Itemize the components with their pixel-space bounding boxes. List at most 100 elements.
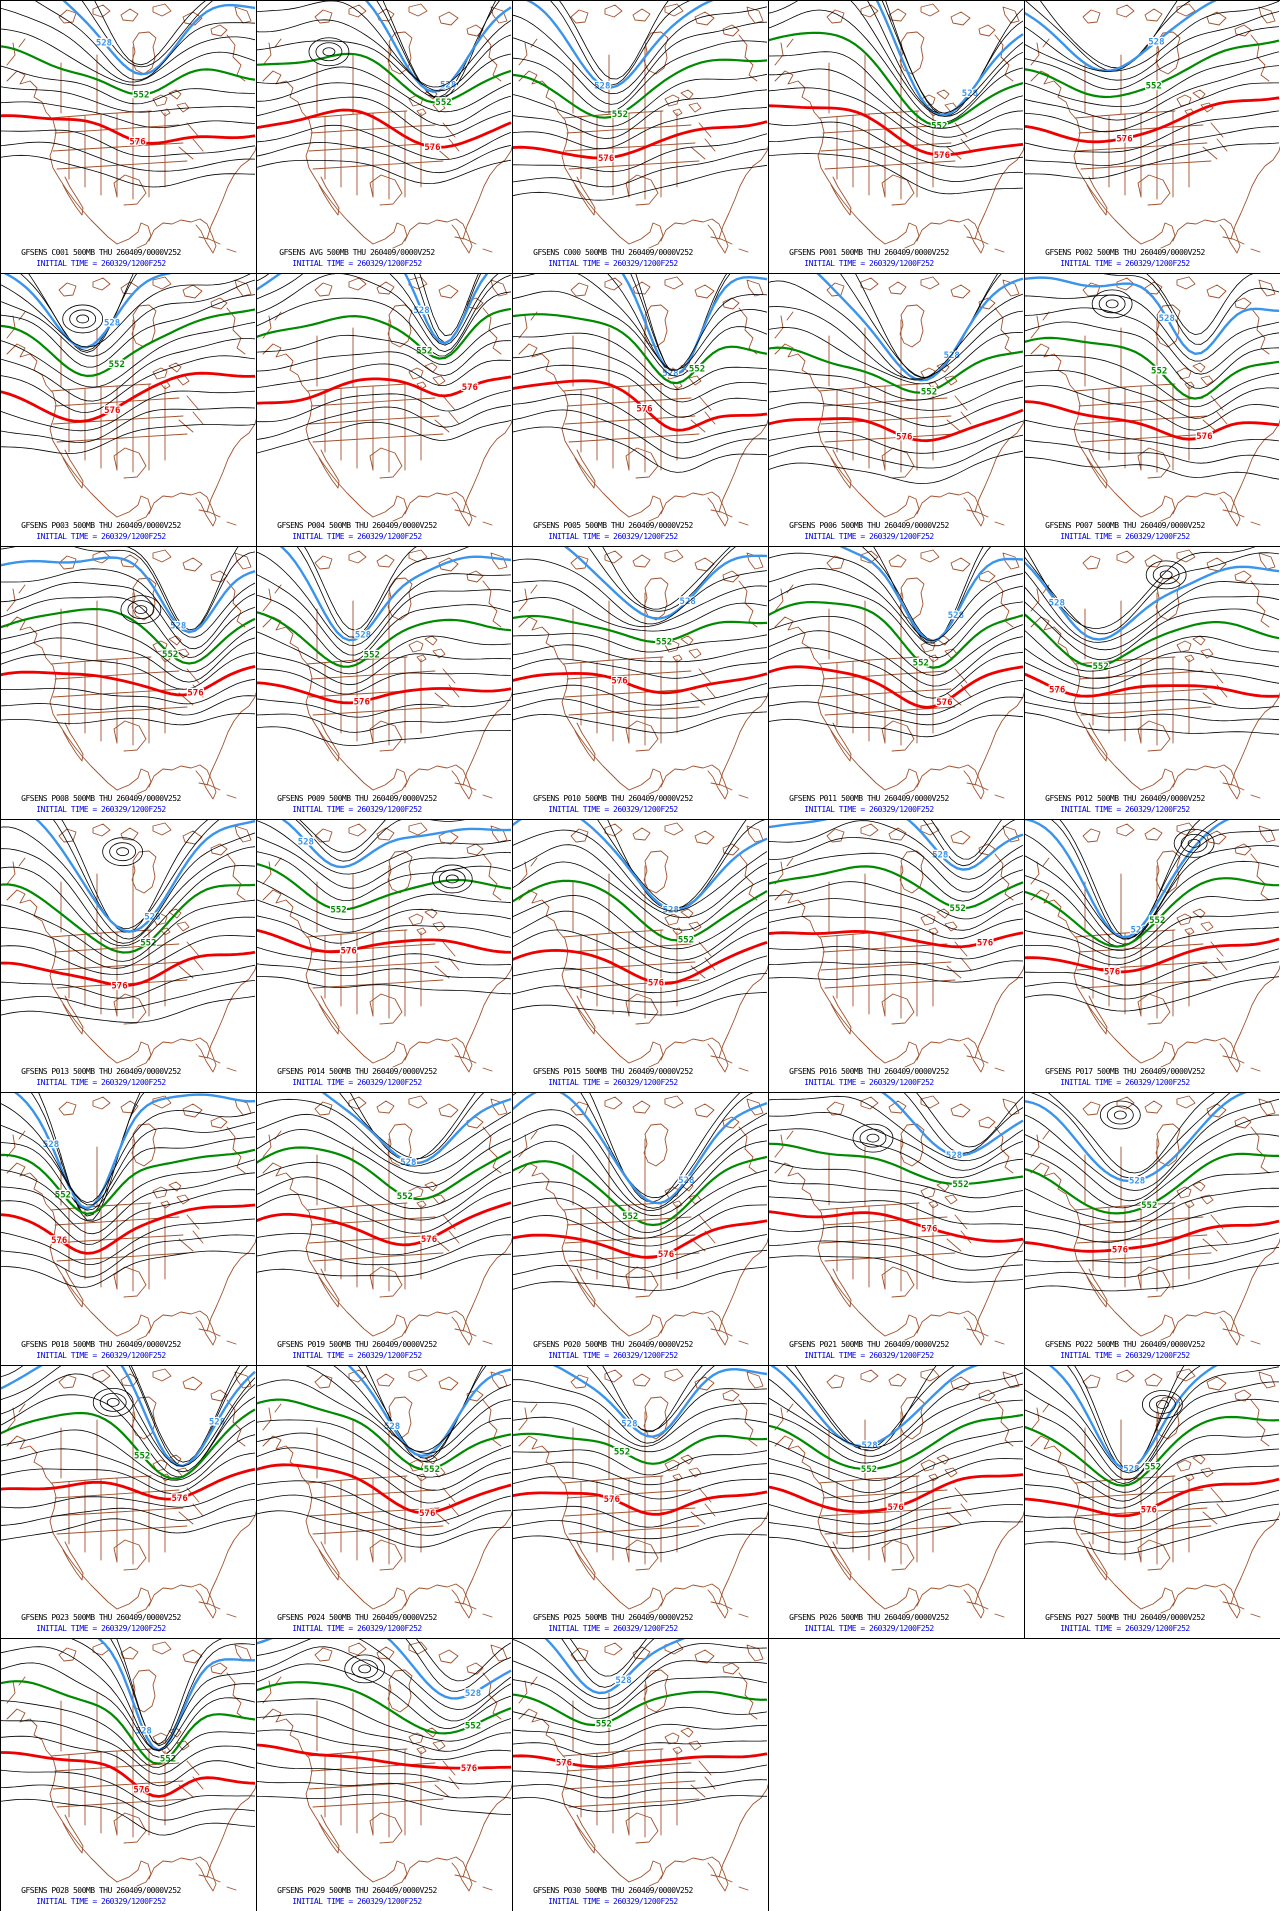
height-contour-line <box>1 713 256 726</box>
height-contour-line <box>769 974 1023 983</box>
red-contour-label: 576 <box>51 1236 67 1246</box>
height-contour-line <box>769 915 1024 940</box>
blue-contour-line <box>769 820 1024 871</box>
height-contour-line <box>1025 1232 1280 1264</box>
height-contour-line <box>769 960 1024 972</box>
height-contour-line <box>513 89 768 139</box>
panel-caption: GFSENS P007 500MB THU 260409/0000V252 <box>1045 521 1205 530</box>
green-contour-line <box>1025 613 1280 668</box>
height-contour-line <box>769 136 1024 183</box>
panel-initial-time: INITIAL TIME = 260329/1200F252 <box>292 531 422 541</box>
height-contour-line <box>602 547 731 610</box>
panel-caption-block: GFSENS P023 500MB THU 260409/0000V252 IN… <box>3 1613 199 1634</box>
panel-caption-block: GFSENS P027 500MB THU 260409/0000V252 IN… <box>1027 1613 1223 1634</box>
height-contour-line <box>513 426 768 473</box>
blue-contour-line <box>770 1366 979 1448</box>
contour-map: 528 552 576 <box>1 274 256 527</box>
height-contour-line <box>1025 1366 1280 1474</box>
panel-initial-time: INITIAL TIME = 260329/1200F252 <box>292 1896 422 1906</box>
green-contour-line <box>513 1432 768 1465</box>
panel-caption-block: GFSENS P015 500MB THU 260409/0000V252 IN… <box>515 1067 711 1088</box>
panel-caption: GFSENS P010 500MB THU 260409/0000V252 <box>533 794 693 803</box>
red-contour-label: 576 <box>129 137 145 147</box>
green-contour-label: 552 <box>622 1212 638 1222</box>
blue-contour-line <box>816 274 1024 382</box>
height-contour-line <box>513 973 768 1003</box>
height-contour-line <box>1 582 256 650</box>
height-contour-line <box>1 28 256 86</box>
panel-caption: GFSENS P008 500MB THU 260409/0000V252 <box>21 794 181 803</box>
height-contour-line <box>257 359 512 389</box>
height-contour-line <box>1 865 256 947</box>
height-contour-line <box>769 327 1024 385</box>
height-contour-line <box>257 1216 512 1256</box>
forecast-panel-avg: 528 552 576 GFSENS AVG 500MB THU 260409/00… <box>257 1 513 274</box>
closed-low-contour <box>344 1654 386 1684</box>
height-contour-line <box>1025 1465 1280 1509</box>
height-contour-line <box>257 340 512 376</box>
height-contour-line <box>1 1434 256 1487</box>
blue-contour-line <box>35 820 256 933</box>
red-contour-label: 576 <box>658 1250 674 1260</box>
panel-initial-time: INITIAL TIME = 260329/1200F252 <box>804 258 934 268</box>
height-contour-line <box>1 1700 256 1768</box>
height-contour-line <box>257 124 512 161</box>
height-contour-line <box>1 964 256 999</box>
green-contour-line <box>513 879 768 942</box>
forecast-panel-p022: 528 552 576 GFSENS P022 500MB THU 260409/0… <box>1025 1093 1280 1366</box>
green-contour-label: 552 <box>1093 662 1109 672</box>
closed-low-contour <box>1113 1110 1127 1120</box>
height-contour-line <box>513 1676 768 1720</box>
green-contour-line <box>1025 1152 1279 1215</box>
green-contour-label: 552 <box>1149 916 1165 926</box>
height-contour-line <box>607 274 768 371</box>
contour-map: 528 552 576 <box>1025 274 1280 527</box>
closed-low-contour <box>99 1392 127 1412</box>
height-contour-line <box>589 1093 741 1203</box>
red-contour-label: 576 <box>1104 968 1120 978</box>
height-contour-line <box>513 991 768 1016</box>
height-contour-line <box>794 1366 937 1452</box>
closed-low-contour <box>358 1664 372 1674</box>
height-contour-line <box>769 881 1024 920</box>
height-contour-line <box>416 1639 512 1682</box>
blue-contour-label: 528 <box>170 622 186 632</box>
green-contour-label: 552 <box>465 1721 481 1731</box>
green-contour-line <box>513 58 768 119</box>
blue-contour-line <box>621 274 768 376</box>
contour-map: 528 552 576 <box>1 1093 256 1346</box>
forecast-panel-p024: 528 552 576 GFSENS P024 500MB THU 260409/0… <box>257 1366 513 1639</box>
height-contour-line <box>513 1517 768 1540</box>
forecast-panel-c001: 528 552 576 GFSENS C001 500MB THU 260409/0… <box>1 1 257 274</box>
blue-contour-line <box>281 820 512 869</box>
blue-contour-label: 528 <box>948 611 964 621</box>
height-contour-line <box>257 1187 512 1234</box>
height-contour-line <box>110 1639 256 1747</box>
panel-caption: GFSENS P025 500MB THU 260409/0000V252 <box>533 1613 693 1622</box>
panel-caption-block: GFSENS AVG 500MB THU 260409/0000V252 INI… <box>259 248 455 269</box>
blue-contour-line <box>1025 276 1280 356</box>
height-contour-line <box>257 594 512 664</box>
closed-low-contour <box>1099 1100 1141 1130</box>
green-contour-label: 552 <box>656 638 672 648</box>
height-contour-line <box>513 1249 768 1278</box>
height-contour-line <box>1025 1098 1280 1191</box>
height-contour-line <box>513 332 768 391</box>
height-contour-line <box>903 1093 1024 1154</box>
green-contour-label: 552 <box>330 905 346 915</box>
red-contour-label: 576 <box>1196 432 1212 442</box>
contour-map: 528 552 576 <box>1025 1 1280 254</box>
height-contour-line <box>769 1521 1024 1549</box>
height-contour-line <box>513 1123 768 1211</box>
height-contour-line <box>769 1399 1024 1464</box>
blue-contour-label: 528 <box>1123 1464 1139 1474</box>
red-contour-line <box>1 114 256 145</box>
height-contour-line <box>257 19 512 92</box>
green-contour-label: 552 <box>109 360 125 370</box>
red-contour-line <box>769 1473 1024 1514</box>
height-contour-line <box>769 365 1024 401</box>
panel-caption-block: GFSENS P003 500MB THU 260409/0000V252 IN… <box>3 521 199 542</box>
closed-low-contour <box>76 314 90 324</box>
panel-initial-time: INITIAL TIME = 260329/1200F252 <box>36 1896 166 1906</box>
